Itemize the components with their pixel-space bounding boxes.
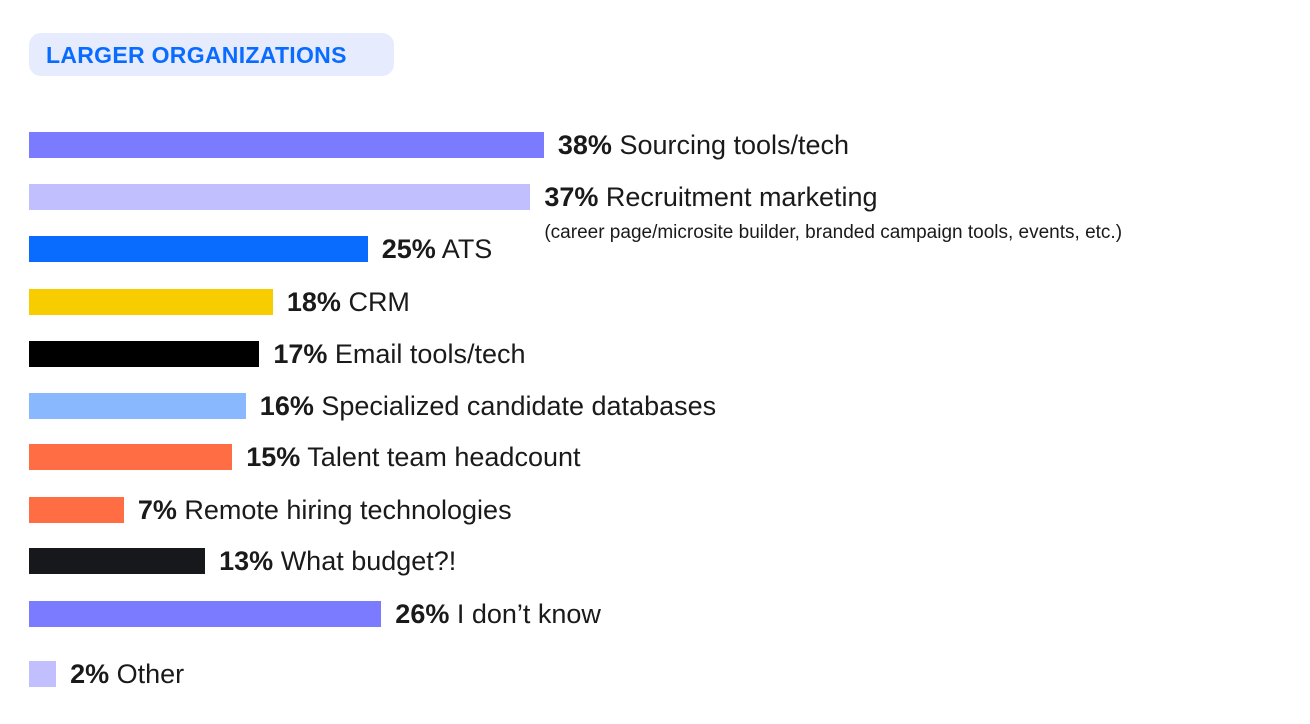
bar-9 bbox=[29, 601, 382, 627]
bar-label-5: 16% Specialized candidate databases bbox=[260, 391, 716, 421]
bar-2 bbox=[29, 236, 368, 262]
category-label: Other bbox=[109, 659, 185, 689]
value-label: 18% bbox=[286, 287, 341, 317]
category-label: Sourcing tools/tech bbox=[611, 130, 850, 160]
bar-3 bbox=[29, 289, 273, 315]
bar-8 bbox=[29, 548, 206, 574]
bar-10 bbox=[29, 661, 57, 687]
category-label: Talent team headcount bbox=[300, 442, 581, 472]
bar-label-7: 7% Remote hiring technologies bbox=[138, 495, 512, 525]
value-label: 15% bbox=[246, 442, 301, 472]
category-label: I don’t know bbox=[449, 599, 601, 629]
bar-label-2: 25% ATS bbox=[382, 234, 493, 264]
category-label: Specialized candidate databases bbox=[313, 391, 717, 421]
value-label: 26% bbox=[395, 599, 450, 629]
value-label: 25% bbox=[381, 234, 436, 264]
value-label: 37% bbox=[544, 182, 599, 212]
category-label: Remote hiring technologies bbox=[176, 495, 512, 525]
bar-label-4: 17% Email tools/tech bbox=[273, 339, 525, 369]
bar-5 bbox=[29, 393, 246, 419]
bar-label-9: 26% I don’t know bbox=[395, 599, 601, 629]
bar-label-0: 38% Sourcing tools/tech bbox=[558, 130, 849, 160]
category-label: CRM bbox=[340, 287, 410, 317]
bar-label-8: 13% What budget?! bbox=[219, 546, 456, 576]
category-label: Recruitment marketing bbox=[598, 182, 878, 212]
category-label: Email tools/tech bbox=[327, 339, 526, 369]
bar-0 bbox=[29, 132, 544, 158]
section-title: LARGER ORGANIZATIONS bbox=[46, 42, 347, 68]
value-label: 38% bbox=[557, 130, 612, 160]
category-label: ATS bbox=[435, 234, 493, 264]
bar-1 bbox=[29, 184, 531, 210]
bar-label-10: 2% Other bbox=[70, 659, 184, 689]
category-label: What budget?! bbox=[273, 546, 457, 576]
value-label: 17% bbox=[273, 339, 328, 369]
bar-6 bbox=[29, 444, 233, 470]
value-label: 7% bbox=[137, 495, 177, 525]
bar-label-1: 37% Recruitment marketing bbox=[544, 182, 877, 212]
bar-label-6: 15% Talent team headcount bbox=[246, 442, 580, 472]
bar-label-3: 18% CRM bbox=[287, 287, 410, 317]
section-badge: LARGER ORGANIZATIONS bbox=[29, 33, 394, 76]
bar-4 bbox=[29, 341, 260, 367]
value-label: 16% bbox=[259, 391, 314, 421]
category-sublabel: (career page/microsite builder, branded … bbox=[544, 222, 1123, 243]
value-label: 13% bbox=[219, 546, 274, 576]
value-label: 2% bbox=[70, 659, 110, 689]
bar-7 bbox=[29, 497, 124, 523]
